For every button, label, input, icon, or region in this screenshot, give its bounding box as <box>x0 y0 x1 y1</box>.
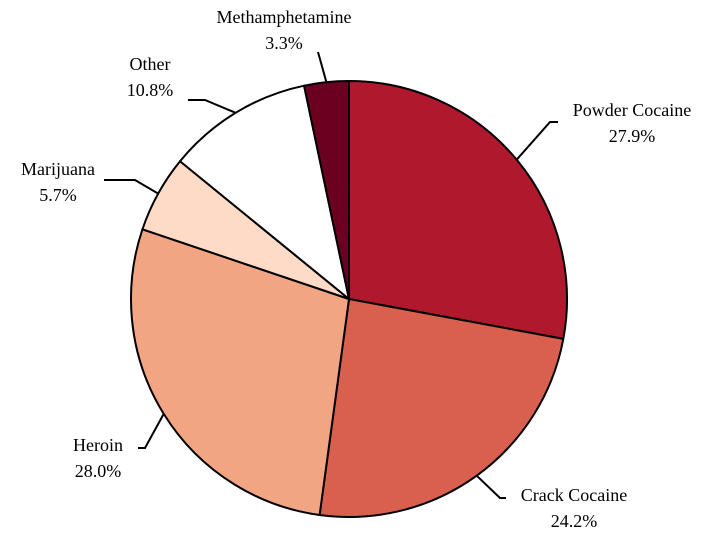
pie-slice <box>130 228 350 517</box>
slice-label: Methamphetamine <box>217 7 352 27</box>
slice-label: Heroin <box>73 435 123 455</box>
slice-value: 27.9% <box>609 126 656 146</box>
slice-value: 5.7% <box>39 185 77 205</box>
slice-value: 28.0% <box>75 461 122 481</box>
slice-label: Crack Cocaine <box>521 485 627 505</box>
leader-line <box>317 51 328 83</box>
slice-label: Powder Cocaine <box>573 100 691 120</box>
slice-value: 3.3% <box>265 33 303 53</box>
leader-line <box>188 99 236 114</box>
leader-line <box>515 121 558 161</box>
slice-label: Other <box>130 54 171 74</box>
pie-slice <box>303 80 350 300</box>
leader-line <box>104 179 159 195</box>
pie-slice <box>348 80 568 340</box>
leader-line <box>476 474 506 499</box>
pie-slice <box>318 298 565 518</box>
pie-slice <box>179 84 350 300</box>
slice-value: 10.8% <box>127 80 174 100</box>
slice-value: 24.2% <box>551 511 598 531</box>
slice-label: Marijuana <box>21 159 95 179</box>
leader-line <box>138 413 165 449</box>
